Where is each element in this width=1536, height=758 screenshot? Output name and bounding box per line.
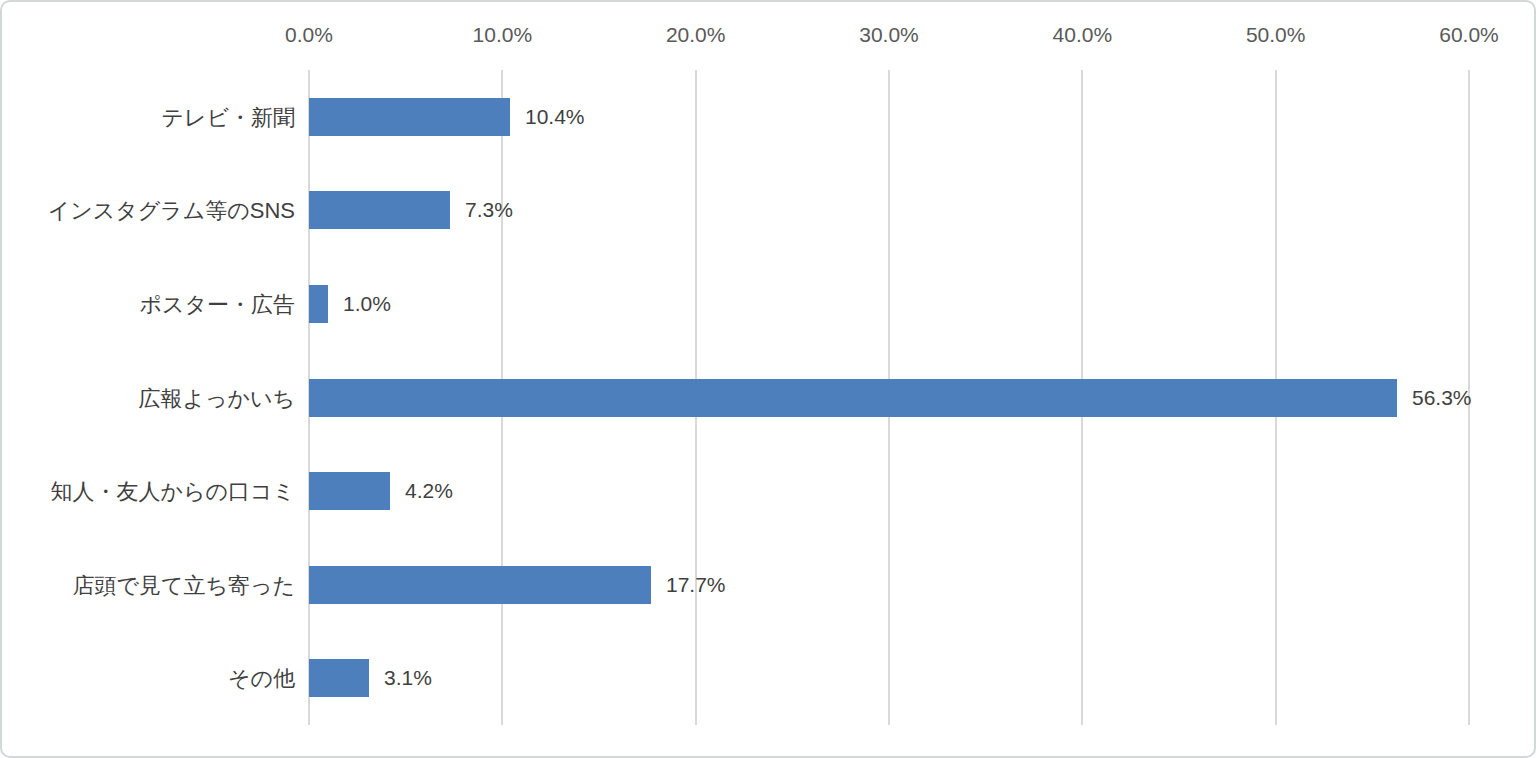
x-tick-label: 50.0% — [1246, 23, 1306, 47]
category-label: 店頭で見て立ち寄った — [2, 571, 295, 601]
bar — [309, 98, 510, 136]
x-tick-label: 10.0% — [473, 23, 533, 47]
bar — [309, 566, 651, 604]
bar-chart: 0.0% 10.0% 20.0% 30.0% 40.0% 50.0% 60.0% テレビ・新… — [0, 0, 1536, 758]
category-label: その他 — [2, 664, 295, 694]
value-label: 1.0% — [343, 292, 391, 316]
x-tick-label: 30.0% — [859, 23, 919, 47]
category-label: 広報よっかいち — [2, 384, 295, 414]
x-tick-label: 20.0% — [666, 23, 726, 47]
x-tick-label: 40.0% — [1053, 23, 1113, 47]
category-label: テレビ・新聞 — [2, 103, 295, 133]
bar — [309, 472, 390, 510]
bar — [309, 659, 369, 697]
value-label: 10.4% — [525, 105, 585, 129]
category-label: ポスター・広告 — [2, 290, 295, 320]
value-label: 3.1% — [384, 666, 432, 690]
bar — [309, 285, 328, 323]
category-label: インスタグラム等のSNS — [2, 196, 295, 226]
x-tick-label: 0.0% — [285, 23, 333, 47]
value-label: 17.7% — [666, 573, 726, 597]
value-label: 56.3% — [1412, 386, 1472, 410]
value-label: 7.3% — [465, 198, 513, 222]
value-label: 4.2% — [405, 479, 453, 503]
bar — [309, 379, 1397, 417]
bar — [309, 191, 450, 229]
category-label: 知人・友人からの口コミ — [2, 477, 295, 507]
x-tick-label: 60.0% — [1439, 23, 1499, 47]
